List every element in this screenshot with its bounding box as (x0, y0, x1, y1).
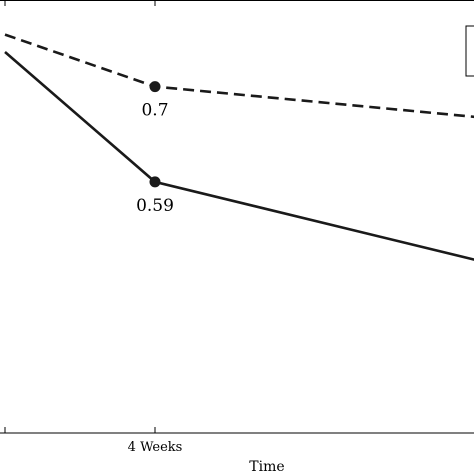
dashed-series-line (4, 33, 474, 119)
labels-layer: 0.7 0.59 (136, 101, 174, 216)
legend (465, 25, 474, 77)
data-point-marker (149, 81, 161, 93)
data-label: 0.7 (141, 101, 168, 121)
series-layer (4, 33, 474, 261)
data-point-marker (149, 176, 161, 188)
legend-box (465, 25, 474, 77)
x-tick-label: 4 Weeks (128, 440, 183, 455)
solid-series-line (4, 51, 474, 261)
x-axis-label: Time (249, 459, 284, 474)
data-label: 0.59 (136, 196, 174, 216)
